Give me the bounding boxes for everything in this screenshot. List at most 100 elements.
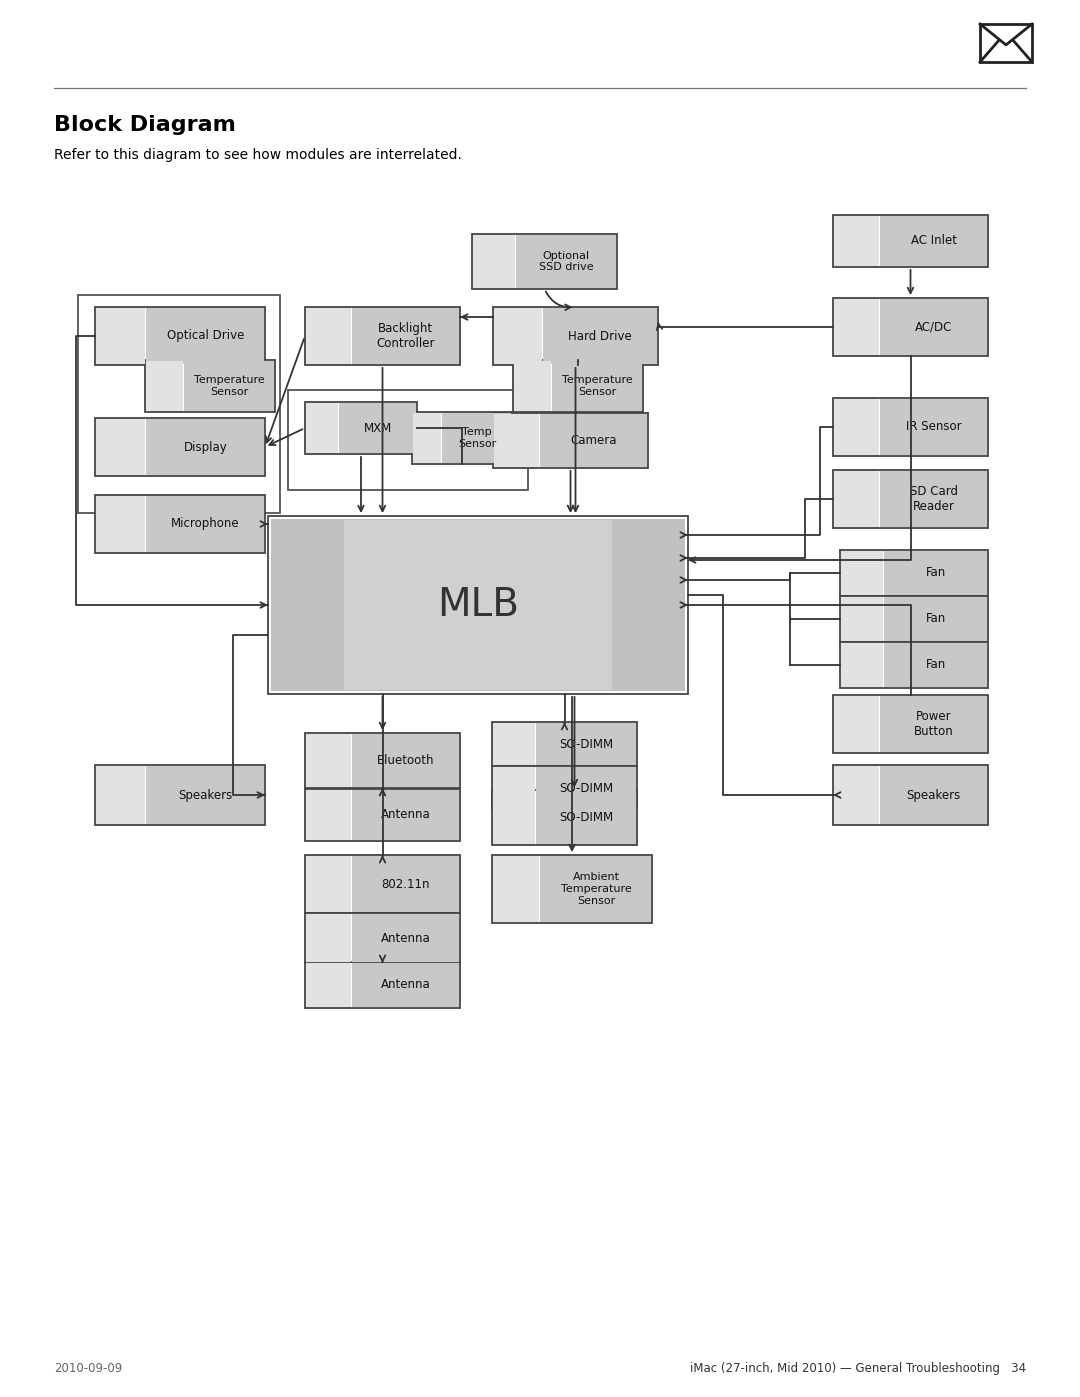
FancyBboxPatch shape [833, 766, 988, 826]
FancyBboxPatch shape [305, 789, 460, 841]
FancyBboxPatch shape [96, 307, 145, 365]
FancyBboxPatch shape [145, 360, 275, 412]
FancyBboxPatch shape [305, 963, 460, 1009]
Text: AC Inlet: AC Inlet [910, 235, 957, 247]
FancyBboxPatch shape [351, 963, 459, 1007]
FancyBboxPatch shape [834, 696, 878, 752]
FancyBboxPatch shape [95, 495, 265, 553]
FancyBboxPatch shape [834, 400, 878, 455]
FancyBboxPatch shape [841, 643, 883, 687]
Text: MXM: MXM [364, 422, 392, 434]
Text: Fan: Fan [926, 612, 946, 626]
Text: Antenna: Antenna [381, 978, 431, 992]
FancyBboxPatch shape [536, 791, 636, 844]
FancyBboxPatch shape [411, 412, 512, 464]
Text: SD Card
Reader: SD Card Reader [909, 485, 958, 513]
FancyBboxPatch shape [339, 402, 416, 453]
FancyBboxPatch shape [834, 471, 878, 527]
Text: Display: Display [184, 440, 228, 454]
Text: Temperature
Sensor: Temperature Sensor [194, 376, 265, 397]
FancyBboxPatch shape [833, 398, 988, 455]
FancyBboxPatch shape [351, 856, 459, 912]
Text: 802.11n: 802.11n [381, 877, 430, 890]
FancyBboxPatch shape [472, 235, 617, 289]
FancyBboxPatch shape [840, 643, 988, 687]
FancyBboxPatch shape [95, 418, 265, 476]
FancyBboxPatch shape [473, 235, 514, 288]
FancyBboxPatch shape [885, 597, 987, 641]
FancyBboxPatch shape [146, 496, 264, 552]
FancyBboxPatch shape [146, 419, 264, 475]
FancyBboxPatch shape [492, 789, 637, 845]
Text: Camera: Camera [570, 434, 617, 447]
FancyBboxPatch shape [879, 766, 987, 824]
FancyBboxPatch shape [879, 400, 987, 455]
FancyBboxPatch shape [343, 520, 612, 690]
Text: 2010-09-09: 2010-09-09 [54, 1362, 122, 1375]
Text: Backlight
Controller: Backlight Controller [377, 321, 435, 351]
FancyBboxPatch shape [492, 722, 637, 766]
FancyBboxPatch shape [351, 307, 459, 365]
FancyBboxPatch shape [552, 360, 642, 411]
FancyBboxPatch shape [879, 696, 987, 752]
FancyBboxPatch shape [840, 550, 988, 597]
FancyBboxPatch shape [492, 767, 535, 809]
FancyBboxPatch shape [536, 724, 636, 766]
Text: Refer to this diagram to see how modules are interrelated.: Refer to this diagram to see how modules… [54, 148, 462, 162]
FancyBboxPatch shape [306, 856, 351, 912]
FancyBboxPatch shape [95, 766, 265, 826]
FancyBboxPatch shape [306, 963, 351, 1007]
FancyBboxPatch shape [834, 217, 878, 265]
FancyBboxPatch shape [980, 24, 1032, 61]
FancyBboxPatch shape [271, 520, 685, 692]
Text: IR Sensor: IR Sensor [906, 420, 961, 433]
Text: SO-DIMM: SO-DIMM [559, 812, 613, 824]
FancyBboxPatch shape [305, 855, 460, 914]
Text: Optical Drive: Optical Drive [166, 330, 244, 342]
FancyBboxPatch shape [413, 414, 441, 462]
FancyBboxPatch shape [834, 299, 878, 355]
Text: AC/DC: AC/DC [915, 320, 953, 334]
Text: Ambient
Temperature
Sensor: Ambient Temperature Sensor [561, 872, 632, 905]
FancyBboxPatch shape [885, 550, 987, 595]
FancyBboxPatch shape [492, 724, 535, 766]
FancyBboxPatch shape [833, 298, 988, 356]
FancyBboxPatch shape [351, 733, 459, 787]
FancyBboxPatch shape [305, 914, 460, 963]
FancyBboxPatch shape [306, 307, 351, 365]
FancyBboxPatch shape [833, 215, 988, 267]
FancyBboxPatch shape [513, 360, 643, 412]
FancyBboxPatch shape [306, 914, 351, 963]
FancyBboxPatch shape [305, 733, 460, 788]
Text: Temp
Sensor: Temp Sensor [458, 427, 496, 448]
FancyBboxPatch shape [542, 307, 657, 365]
FancyBboxPatch shape [306, 789, 351, 840]
FancyBboxPatch shape [841, 597, 883, 641]
FancyBboxPatch shape [514, 360, 551, 411]
FancyBboxPatch shape [515, 235, 616, 288]
FancyBboxPatch shape [351, 914, 459, 963]
FancyBboxPatch shape [492, 791, 535, 844]
FancyBboxPatch shape [442, 414, 511, 462]
FancyBboxPatch shape [146, 360, 183, 411]
Text: Hard Drive: Hard Drive [568, 330, 632, 342]
Text: MLB: MLB [437, 585, 519, 624]
FancyBboxPatch shape [492, 414, 648, 468]
FancyBboxPatch shape [305, 402, 417, 454]
FancyBboxPatch shape [833, 694, 988, 753]
Text: iMac (27-inch, Mid 2010) — General Troubleshooting   34: iMac (27-inch, Mid 2010) — General Troub… [690, 1362, 1026, 1375]
Text: Block Diagram: Block Diagram [54, 115, 235, 136]
FancyBboxPatch shape [96, 766, 145, 824]
FancyBboxPatch shape [492, 856, 539, 922]
Text: Power
Button: Power Button [914, 710, 954, 738]
FancyBboxPatch shape [540, 414, 647, 467]
Text: SO-DIMM: SO-DIMM [559, 781, 613, 795]
Text: Antenna: Antenna [381, 809, 431, 821]
Text: Fan: Fan [926, 567, 946, 580]
FancyBboxPatch shape [184, 360, 274, 411]
Text: SO-DIMM: SO-DIMM [559, 738, 613, 750]
FancyBboxPatch shape [306, 733, 351, 787]
FancyBboxPatch shape [96, 496, 145, 552]
FancyBboxPatch shape [96, 419, 145, 475]
FancyBboxPatch shape [885, 643, 987, 687]
